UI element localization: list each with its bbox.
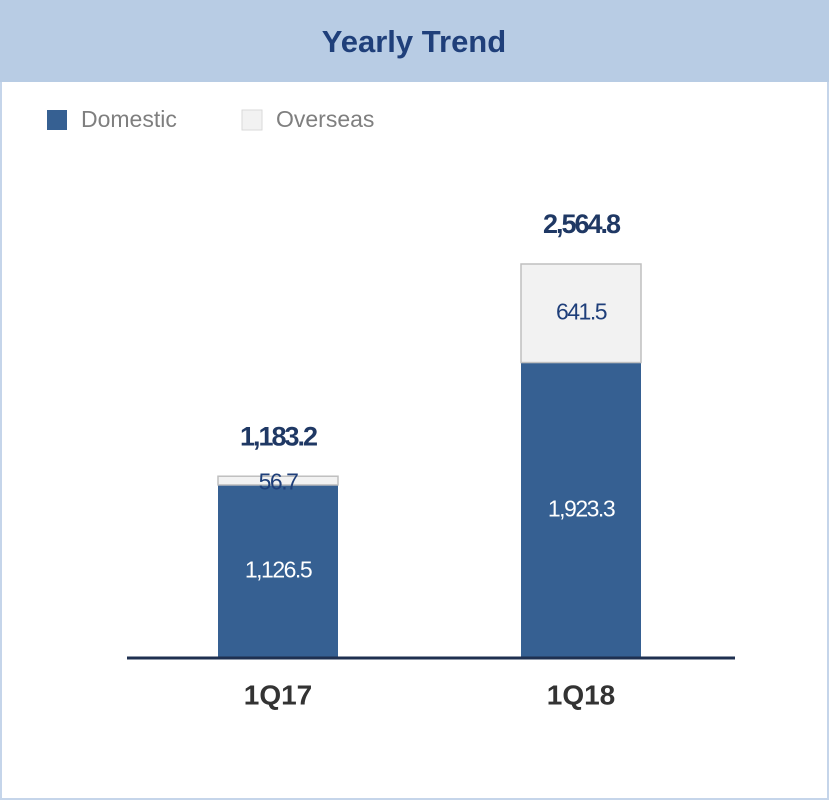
- bar-segment: [521, 362, 641, 658]
- legend-swatch: [47, 110, 67, 130]
- header: [0, 0, 829, 82]
- bar-segment: [217, 475, 339, 486]
- legend-swatch: [241, 109, 263, 131]
- legend-label: Overseas: [276, 106, 374, 132]
- data-label: 1,923.3: [548, 495, 615, 521]
- data-label: 1,126.5: [245, 557, 312, 583]
- data-label: 641.5: [556, 298, 607, 324]
- bar-segment: [520, 263, 642, 364]
- total-label: 1,183.2: [240, 421, 317, 451]
- bar-segment: [218, 484, 338, 658]
- total-label: 2,564.8: [543, 209, 621, 239]
- x-tick-label: 1Q18: [547, 679, 616, 710]
- chart-title: Yearly Trend: [322, 24, 506, 59]
- data-label: 56.7: [259, 469, 298, 495]
- legend-label: Domestic: [81, 106, 177, 132]
- x-tick-label: 1Q17: [244, 679, 313, 710]
